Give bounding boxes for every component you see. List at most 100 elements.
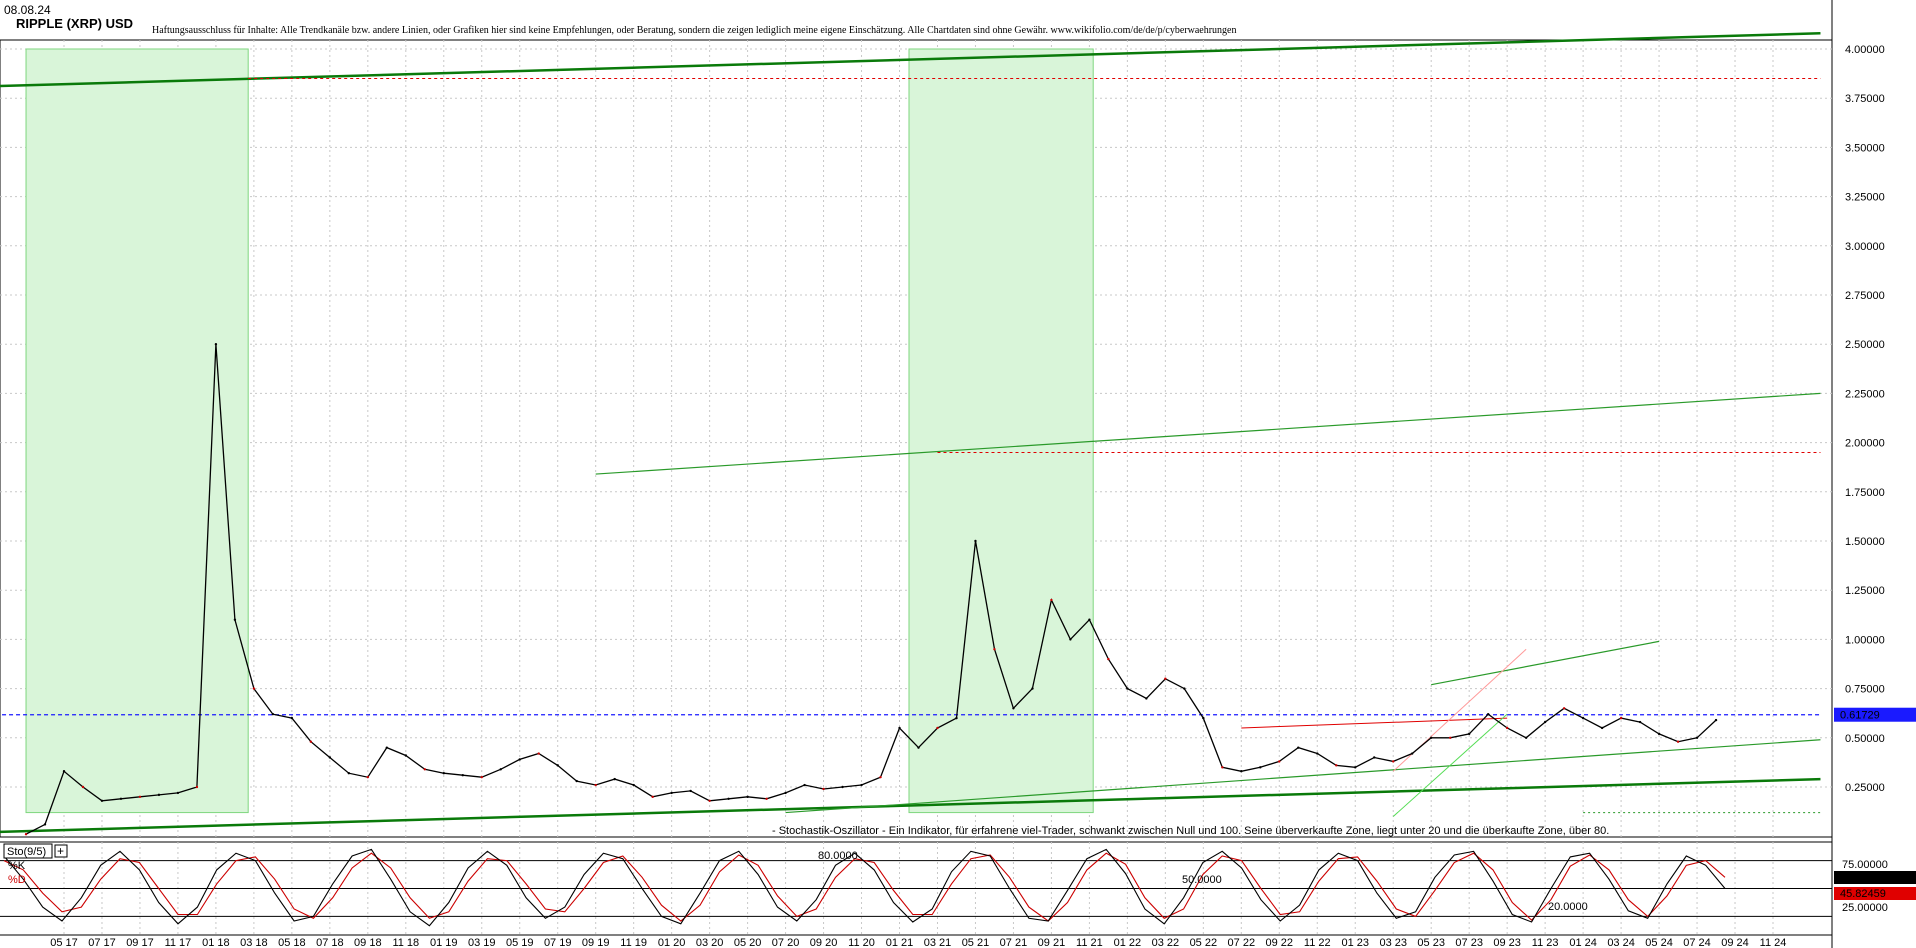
price-point [1088,618,1091,621]
price-point [1695,736,1699,739]
osc-ytick-25: 25.00000 [1842,902,1888,914]
current-price-box [1834,707,1916,722]
price-point [499,768,502,771]
x-tick-label: 09 21 [1038,937,1066,948]
x-tick-label: 07 23 [1455,937,1483,948]
green-steep-line [1392,713,1508,817]
upper-channel-line [0,32,1821,88]
price-point [423,768,426,771]
x-tick-label: 05 23 [1417,937,1445,948]
price-point [765,797,768,801]
x-tick-label: 07 18 [316,937,344,948]
price-point [290,716,294,720]
x-tick-label: 07 21 [1000,937,1028,948]
oscillator-k-line [3,848,1726,927]
x-tick-label: 03 23 [1379,937,1407,948]
price-point [1183,687,1186,690]
chart-date: 08.08.24 [4,3,51,17]
d-value-label: 45.82459 [1840,888,1886,900]
shaded-zone [908,48,1094,814]
price-point [518,758,521,761]
y-tick-label: 2.75000 [1845,290,1885,302]
x-tick-label: 11 19 [620,937,647,948]
y-tick-label: 2.00000 [1845,438,1885,450]
price-point [328,756,332,759]
price-point [993,648,996,651]
oscillator-grid [0,860,1832,917]
x-axis-ticks: 05 17 07 17 09 17 11 17 01 18 03 18 05 18 07 18… [50,937,1786,948]
x-tick-label: 03 18 [240,937,268,948]
y-tick-label: 3.50000 [1845,142,1885,154]
oscillator-name-box [3,843,53,859]
price-point [1430,736,1433,739]
price-point [1600,726,1604,730]
price-point [1562,707,1566,710]
price-point [1107,657,1110,661]
price-point [1676,740,1680,743]
x-tick-label: 05 21 [962,937,990,948]
price-point [81,785,85,789]
oscillator-expand-button[interactable] [54,844,68,858]
price-point [271,712,275,716]
y-tick-label: 3.25000 [1845,192,1885,204]
price-point [1050,598,1053,602]
price-point [1581,716,1585,720]
price-point [24,833,28,836]
price-point [366,775,370,779]
oscillator-d-line [3,852,1726,922]
upper-short-trend [1431,640,1660,686]
x-tick-label: 07 22 [1228,937,1256,948]
price-point [955,716,958,720]
x-tick-label: 03 20 [696,937,724,948]
y-tick-label: 1.75000 [1845,487,1885,499]
disclaimer-text: Haftungsausschluss für Inhalte: Alle Tre… [152,25,1237,36]
price-point [252,687,256,690]
x-tick-label: 11 22 [1304,937,1331,948]
x-tick-label: 01 24 [1569,937,1597,948]
price-point [537,752,540,755]
price-point [1486,712,1490,716]
x-tick-label: 01 22 [1114,937,1142,948]
price-point [1467,732,1471,736]
x-tick-label: 01 20 [658,937,686,948]
price-point [233,618,237,621]
y-tick-label: 3.00000 [1845,241,1885,253]
y-tick-label: 3.75000 [1845,93,1885,105]
x-tick-label: 11 17 [165,937,192,948]
x-tick-label: 07 24 [1683,937,1711,948]
y-tick-label: 2.25000 [1845,388,1885,400]
k-value-box [1834,871,1916,884]
x-tick-label: 07 19 [544,937,572,948]
x-tick-label: 05 19 [506,937,534,948]
price-point [1126,687,1129,690]
k-value-label: 52.85920 [1840,872,1886,884]
price-point [1354,766,1357,769]
price-point [100,799,104,802]
price-point [803,783,806,787]
price-point [62,770,66,773]
price-point [347,772,351,775]
price-point [480,775,483,779]
price-point [1524,736,1528,739]
price-point [841,785,844,789]
price-point [727,797,730,801]
price-point [822,787,825,791]
price-point [1335,764,1338,767]
price-point [1297,746,1300,749]
x-tick-label: 01 21 [886,937,914,948]
price-series [24,343,1718,836]
x-tick-label: 05 17 [50,937,78,948]
price-point [613,777,616,781]
price-point [860,783,863,787]
x-tick-label: 07 17 [88,937,116,948]
price-point [746,795,749,799]
x-tick-label: 05 18 [278,937,306,948]
price-line [25,344,1717,835]
x-tick-label: 11 24 [1760,937,1787,948]
price-point [1202,716,1205,720]
price-point [1316,752,1319,755]
price-point [594,783,597,787]
price-point [1638,720,1642,724]
y-tick-label: 1.25000 [1845,585,1885,597]
